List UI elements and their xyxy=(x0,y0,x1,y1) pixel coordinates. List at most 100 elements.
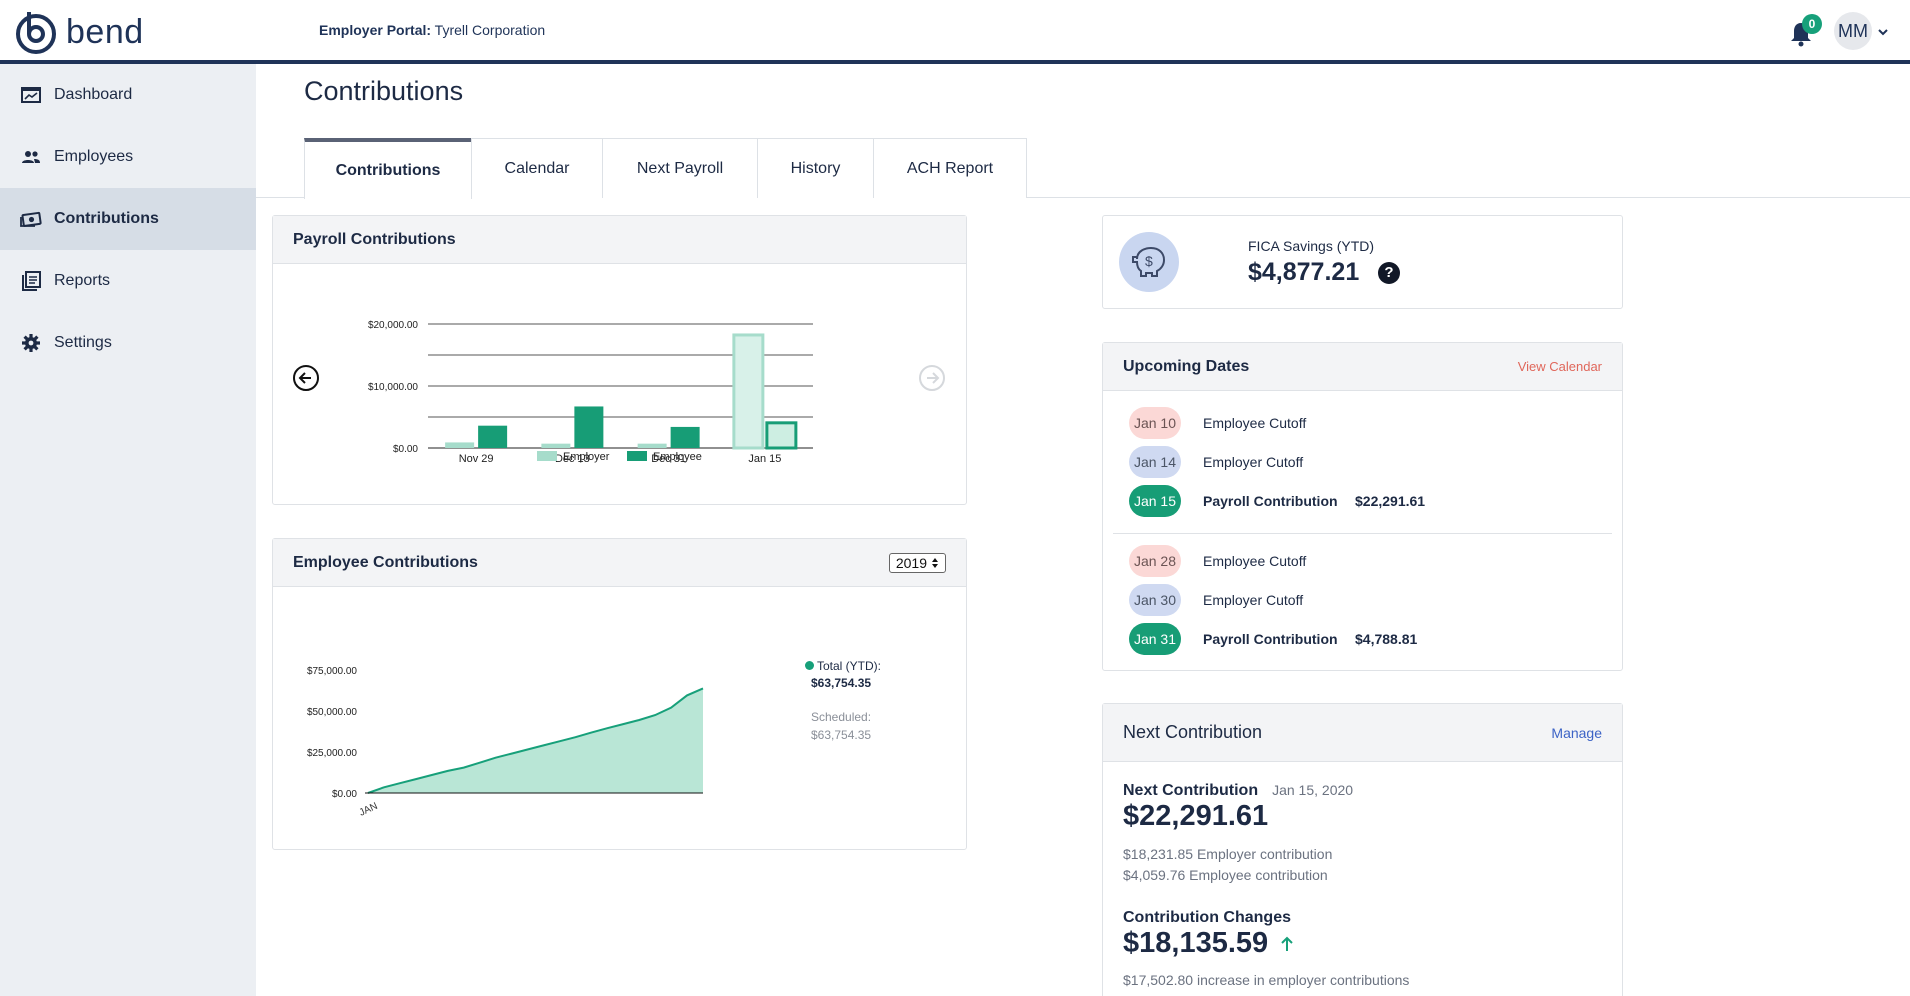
employee-contributions-card: Employee Contributions 2019 $0.00 $25,000… xyxy=(272,538,967,850)
tab-next-payroll[interactable]: Next Payroll xyxy=(602,138,758,198)
fica-savings-card: $ FICA Savings (YTD) $4,877.21 ? xyxy=(1102,215,1623,309)
dashboard-icon xyxy=(21,87,41,103)
area-fill xyxy=(368,688,703,793)
sidebar-item-contributions[interactable]: Contributions xyxy=(0,188,256,250)
tab-contributions[interactable]: Contributions xyxy=(304,138,472,199)
payroll-contributions-card: Payroll Contributions $0.00 $10,000.00 $20… xyxy=(272,215,967,505)
card-title: Next Contribution xyxy=(1123,722,1263,742)
fica-value: $4,877.21 xyxy=(1248,258,1360,286)
bar-employer[interactable] xyxy=(637,443,667,448)
bar-employer[interactable] xyxy=(732,333,765,450)
portal-label: Employer Portal: Tyrell Corporation xyxy=(319,22,545,38)
next-arrow-icon[interactable] xyxy=(919,365,945,391)
legend-swatch-employer xyxy=(537,451,557,461)
scheduled-value: $63,754.35 xyxy=(811,728,872,742)
top-bar: bend Employer Portal: Tyrell Corporation… xyxy=(0,0,1910,64)
sidebar-item-label: Contributions xyxy=(54,210,159,227)
card-header: Upcoming Dates View Calendar xyxy=(1103,343,1622,391)
bar-employer[interactable] xyxy=(445,442,475,448)
date-pill: Jan 14 xyxy=(1129,446,1181,478)
view-calendar-link[interactable]: View Calendar xyxy=(1517,359,1602,374)
bend-logo-icon xyxy=(16,12,56,54)
y-tick-label: $20,000.00 xyxy=(368,320,418,331)
sidebar-item-employees[interactable]: Employees xyxy=(0,126,256,188)
sidebar-item-label: Settings xyxy=(54,334,112,351)
date-event: Payroll Contribution xyxy=(1203,493,1338,509)
bar-employer[interactable] xyxy=(541,443,571,448)
ytd-total: Total (YTD): xyxy=(805,659,881,673)
chart-legend: Employer Employee xyxy=(537,451,702,463)
date-row: Jan 28 Employee Cutoff xyxy=(1129,545,1355,577)
date-row: Jan 15 Payroll Contribution $22,291.61 xyxy=(1129,485,1425,517)
contribution-changes-label: Contribution Changes xyxy=(1123,909,1291,926)
y-tick-label: $0.00 xyxy=(393,444,418,455)
prev-arrow-icon[interactable] xyxy=(293,365,319,391)
date-amount: $22,291.61 xyxy=(1355,493,1426,509)
y-tick-label: $75,000.00 xyxy=(307,666,357,677)
next-contribution-date: Jan 15, 2020 xyxy=(1272,782,1354,798)
year-value: 2019 xyxy=(895,554,927,571)
card-title: Employee Contributions xyxy=(293,553,478,571)
manage-link[interactable]: Manage xyxy=(1551,724,1602,741)
help-icon[interactable]: ? xyxy=(1378,262,1400,284)
sidebar-item-label: Dashboard xyxy=(54,86,133,103)
sidebar-item-dashboard[interactable]: Dashboard xyxy=(0,64,256,126)
arrow-up-icon xyxy=(1281,936,1293,951)
y-tick-label: $25,000.00 xyxy=(307,748,357,759)
date-row: Jan 14 Employer Cutoff xyxy=(1129,446,1355,478)
next-label-text: Next Contribution xyxy=(1123,782,1259,799)
x-tick-label: Dec 31 xyxy=(651,453,686,465)
tab-calendar[interactable]: Calendar xyxy=(471,138,603,198)
page-title: Contributions xyxy=(304,76,464,106)
date-row: Jan 10 Employee Cutoff xyxy=(1129,407,1355,439)
notification-badge[interactable]: 0 xyxy=(1802,14,1822,34)
legend-swatch-employee xyxy=(627,451,647,461)
employer-contribution-line: $18,231.85 Employer contribution xyxy=(1123,846,1333,862)
bar-employee[interactable] xyxy=(478,425,508,448)
date-pill: Jan 28 xyxy=(1129,545,1181,577)
sidebar-item-settings[interactable]: Settings xyxy=(0,312,256,374)
date-pill: Jan 10 xyxy=(1129,407,1181,439)
y-tick-label: $10,000.00 xyxy=(368,382,418,393)
area-line xyxy=(367,687,704,794)
tab-ach-report[interactable]: ACH Report xyxy=(873,138,1027,198)
avatar[interactable]: MM xyxy=(1834,12,1872,50)
date-row: Jan 31 Payroll Contribution $4,788.81 xyxy=(1129,623,1417,655)
sidebar-item-reports[interactable]: Reports xyxy=(0,250,256,312)
date-event: Employee Cutoff xyxy=(1203,553,1307,569)
divider xyxy=(1113,533,1612,534)
date-event: Employer Cutoff xyxy=(1203,454,1304,470)
card-header: Payroll Contributions xyxy=(273,216,966,264)
ytd-total-label: Total (YTD): xyxy=(817,659,882,673)
bar-employee[interactable] xyxy=(765,421,798,450)
date-pill: Jan 30 xyxy=(1129,584,1181,616)
next-contribution-card: Next Contribution Manage Next Contributi… xyxy=(1102,703,1623,996)
card-title: Upcoming Dates xyxy=(1123,357,1250,375)
fica-label: FICA Savings (YTD) xyxy=(1248,238,1375,254)
reports-icon xyxy=(22,271,41,291)
x-tick-label: JAN xyxy=(358,801,380,819)
tab-history[interactable]: History xyxy=(757,138,874,198)
legend-employer: Employer xyxy=(563,451,610,463)
changes-amount-text: $18,135.59 xyxy=(1123,927,1269,959)
next-contribution-amount: $22,291.61 xyxy=(1123,800,1269,832)
employee-contribution-line: $4,059.76 Employee contribution xyxy=(1123,867,1328,883)
date-event: Employer Cutoff xyxy=(1203,592,1304,608)
people-icon xyxy=(22,151,40,163)
bar-employee[interactable] xyxy=(574,406,604,448)
card-header: Employee Contributions 2019 xyxy=(273,539,966,587)
chevron-down-icon[interactable] xyxy=(1876,26,1890,38)
bar-employee[interactable] xyxy=(670,426,700,448)
next-contribution-label: Next Contribution Jan 15, 2020 xyxy=(1123,782,1353,800)
portal-prefix: Employer Portal: xyxy=(319,22,432,38)
logo[interactable]: bend xyxy=(14,10,144,54)
gear-icon xyxy=(22,334,40,352)
legend-employee: Employee xyxy=(653,451,702,463)
date-amount: $4,788.81 xyxy=(1355,631,1418,647)
year-select[interactable]: 2019 xyxy=(888,552,946,573)
date-pill: Jan 15 xyxy=(1129,485,1181,517)
select-arrows-icon xyxy=(932,557,938,568)
sidebar-item-label: Reports xyxy=(54,272,111,289)
changes-employer-line: $17,502.80 increase in employer contribu… xyxy=(1123,972,1410,988)
payroll-bar-chart: $0.00 $10,000.00 $20,000.00 Nov 29 Dec 13 De… xyxy=(293,320,945,465)
